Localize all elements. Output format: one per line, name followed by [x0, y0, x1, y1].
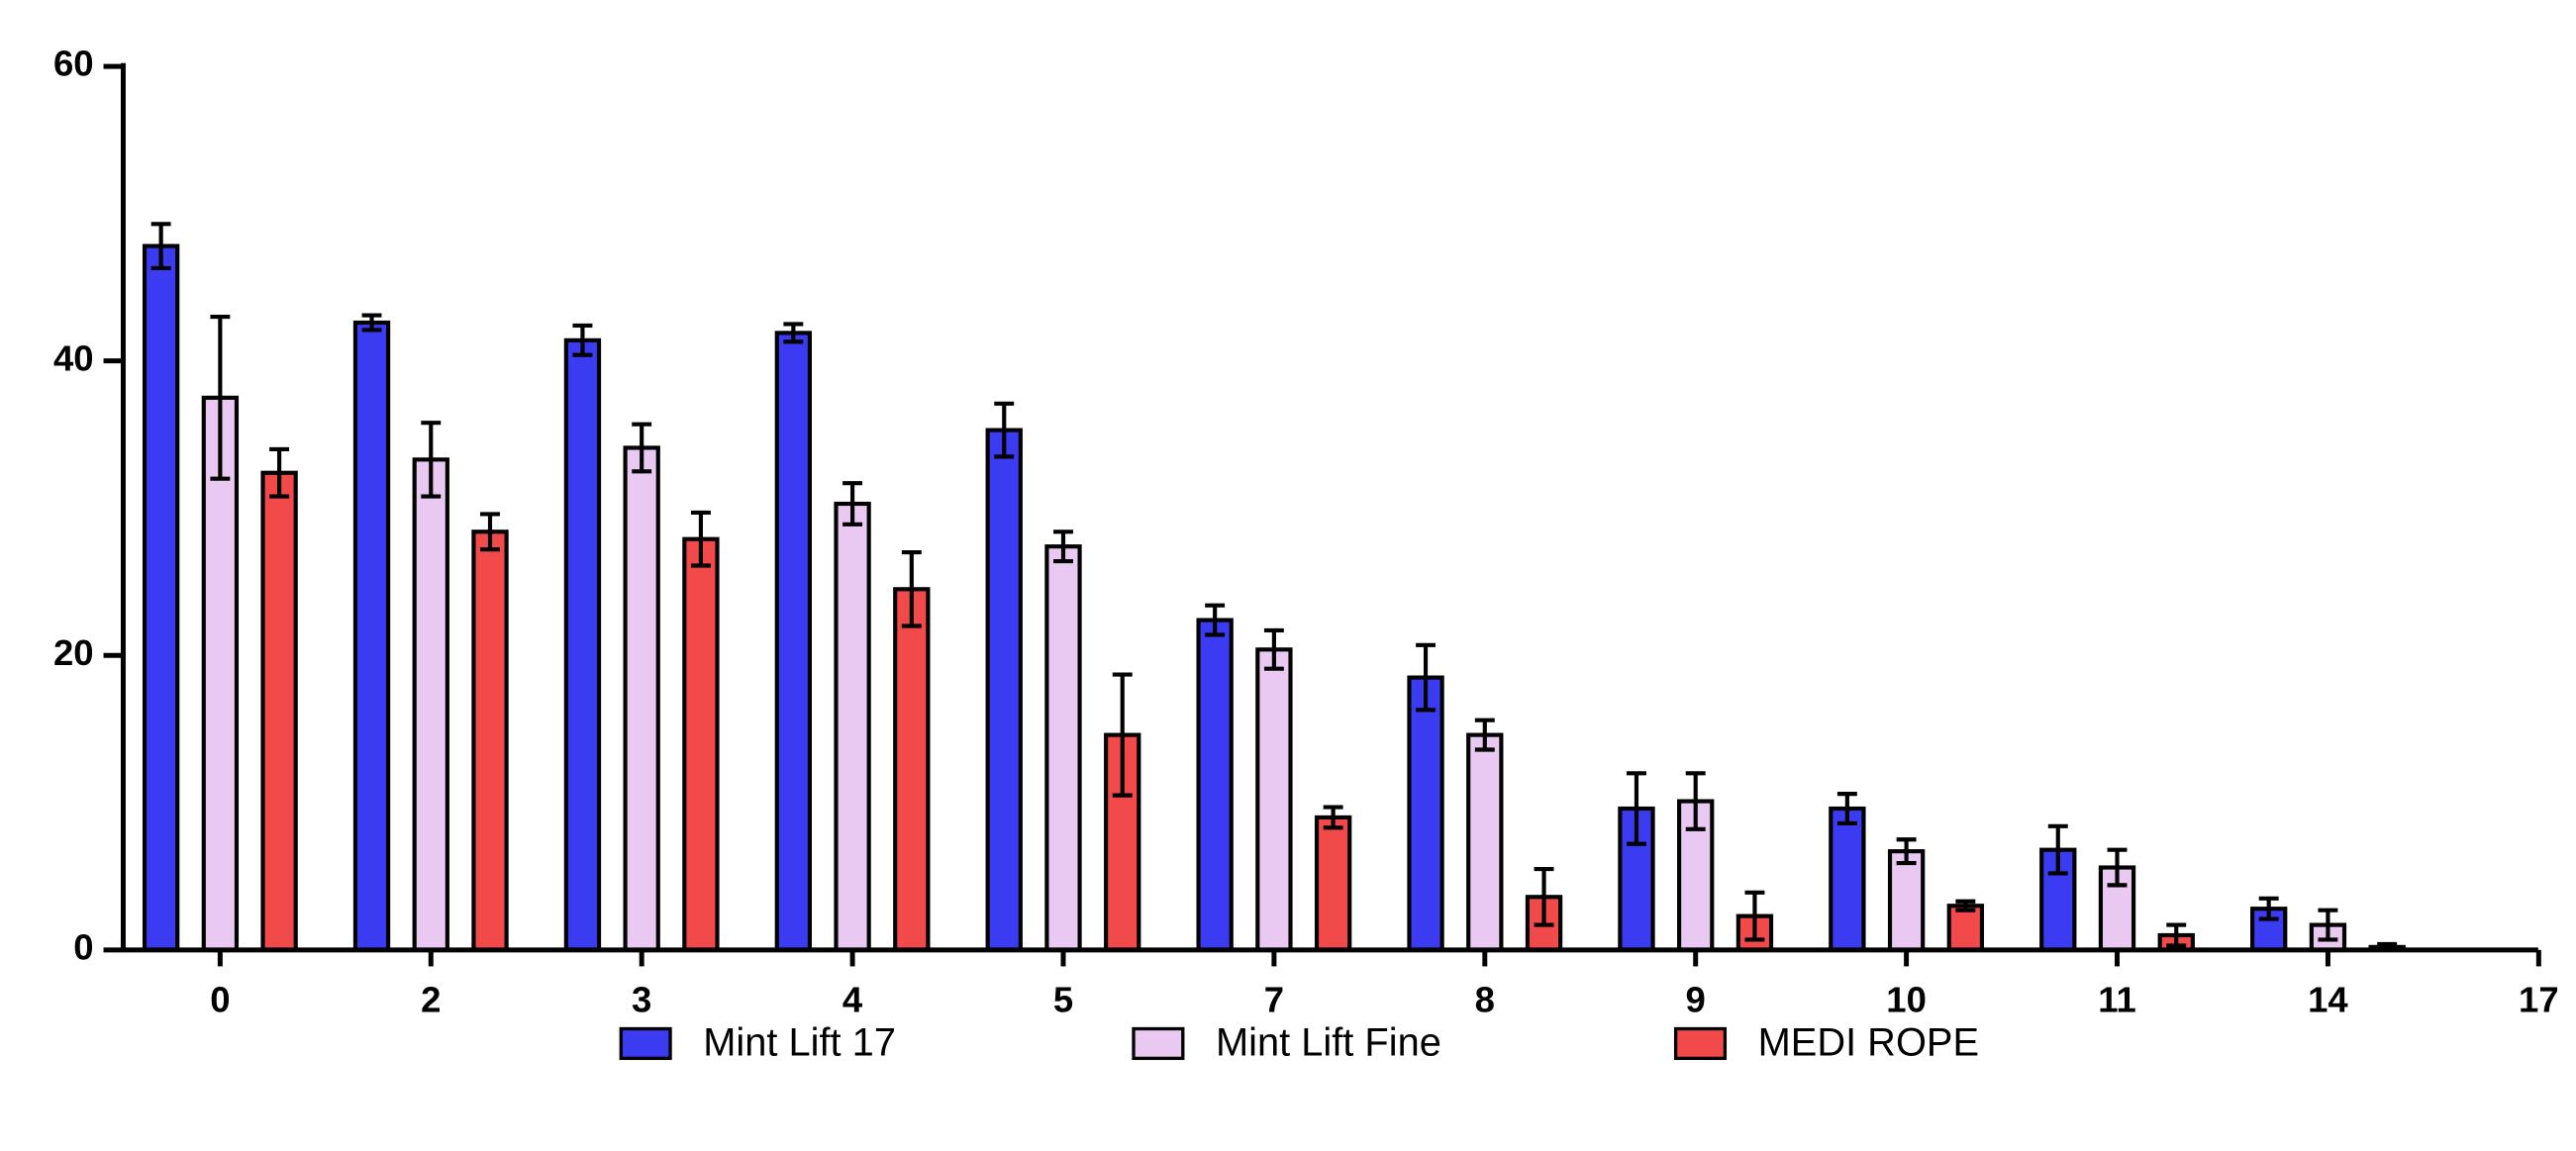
- error-bar: [994, 401, 1015, 459]
- bar: [412, 457, 449, 952]
- error-bar: [2166, 922, 2187, 948]
- bar: [1255, 647, 1293, 952]
- error-bar: [2107, 847, 2128, 888]
- bar: [774, 331, 813, 952]
- x-tick-label: 5: [1053, 980, 1073, 1020]
- bar: [260, 470, 298, 952]
- error-bar: [150, 222, 171, 270]
- error-bar: [1205, 603, 1226, 637]
- error-bar: [632, 422, 652, 474]
- x-tick-label: 17: [2519, 980, 2559, 1020]
- x-tick-label: 9: [1686, 980, 1706, 1020]
- error-bar: [361, 313, 382, 333]
- bar: [471, 529, 509, 952]
- error-bar: [269, 446, 290, 499]
- legend-label: Mint Lift 17: [703, 1021, 896, 1065]
- y-tick-label: 40: [53, 337, 94, 378]
- legend-swatch: [619, 1026, 672, 1061]
- error-bar: [1112, 672, 1133, 798]
- error-bar: [2047, 823, 2068, 876]
- bar: [1829, 806, 1866, 952]
- error-bar: [1053, 529, 1073, 564]
- bar: [1196, 618, 1234, 952]
- error-bar: [690, 510, 711, 568]
- bar: [1887, 849, 1926, 952]
- error-bar: [1836, 792, 1857, 825]
- error-bar: [2258, 896, 2279, 921]
- error-bar: [1534, 866, 1554, 927]
- y-tick-label: 20: [53, 632, 94, 673]
- error-bar: [1627, 771, 1646, 846]
- error-bar: [842, 481, 863, 527]
- bar: [1466, 732, 1504, 952]
- bar: [682, 536, 720, 952]
- x-tick-label: 2: [421, 980, 441, 1020]
- error-bar: [1416, 642, 1437, 713]
- x-tick-label: 7: [1264, 980, 1284, 1020]
- x-tick-label: 14: [2308, 980, 2348, 1020]
- y-tick-label: 60: [53, 44, 94, 84]
- x-tick-label: 8: [1475, 980, 1495, 1020]
- legend-swatch: [1673, 1026, 1728, 1061]
- error-bar: [2318, 908, 2338, 942]
- x-tick-label: 11: [2098, 980, 2136, 1020]
- legend-label: Mint Lift Fine: [1216, 1021, 1441, 1065]
- legend-swatch: [1132, 1026, 1185, 1061]
- error-bar: [1685, 771, 1706, 831]
- error-bar: [1896, 837, 1917, 866]
- error-bar: [421, 421, 442, 499]
- error-bar: [1955, 899, 1976, 912]
- error-bar: [480, 512, 500, 552]
- error-bar: [1323, 805, 1343, 830]
- bar: [985, 428, 1023, 952]
- legend-label: MEDI ROPE: [1758, 1021, 1979, 1065]
- bar: [1314, 815, 1352, 952]
- bar: [893, 587, 931, 952]
- error-bar: [210, 314, 231, 481]
- error-bar: [1263, 627, 1284, 671]
- bar: [201, 395, 240, 952]
- x-tick-label: 0: [210, 980, 230, 1020]
- x-tick-label: 10: [1886, 980, 1927, 1020]
- bar: [563, 337, 602, 952]
- bar: [1044, 544, 1082, 952]
- y-tick-label: 0: [73, 926, 93, 967]
- error-bar: [1474, 718, 1495, 752]
- error-bar: [1744, 890, 1765, 942]
- bar: [1946, 904, 1985, 952]
- error-bar: [572, 323, 593, 357]
- bar: [352, 320, 391, 952]
- bar: [834, 501, 871, 952]
- bar: [142, 243, 180, 952]
- x-tick-label: 3: [632, 980, 651, 1020]
- bar: [623, 445, 660, 952]
- error-bar: [783, 322, 804, 344]
- error-bar: [901, 550, 922, 628]
- x-tick-label: 4: [842, 980, 863, 1020]
- bar: [1407, 675, 1444, 952]
